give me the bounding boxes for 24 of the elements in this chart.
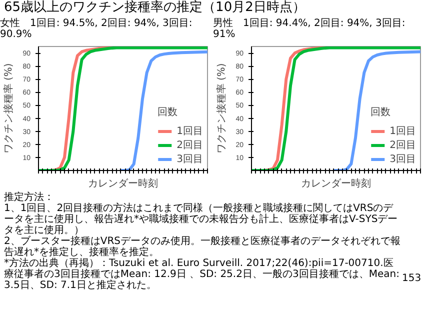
x-axis-title: カレンダー時刻: [88, 178, 158, 190]
text: *方法の出典（再掲）：Tsuzuki et al. Euro Surveill. 2017;22(46):pii=17-00710.医療従事者の3回目接種ではMean: 12.9日 、SD: 25.2日、一般の3回目接種では、Mean: 3.5日、SD: 7.1日と推定された。: [4, 258, 400, 291]
legend-label: 1回目: [176, 125, 203, 138]
y-axis-title: ワクチン接種率 (%): [216, 63, 228, 154]
line-series: [252, 46, 420, 170]
legend-label: 3回目: [390, 153, 416, 166]
line-series: [332, 50, 420, 170]
line-series: [38, 46, 208, 170]
text: 153: [402, 272, 422, 286]
legend-label: 1回目: [390, 125, 416, 138]
legend-label: 2回目: [390, 139, 416, 152]
y-axis-title: ワクチン接種率 (%): [2, 63, 15, 154]
text: 1、1回目、2回目接種の方法はこれまで同様（一般接種と職域接種に関してはVRSのデータを主に使用し、報告遅れ*や職域接種での未報告分も計上、医療従事者はV-SYSデータを主に使用。）: [4, 203, 398, 236]
legend-label: 2回目: [176, 139, 203, 152]
legend-label: 3回目: [176, 153, 203, 166]
text: 2、ブースター接種はVRSデータのみ使用。一般接種と医療従事者のデータそれぞれで報告遅れ*を推定し、接種率を推定。: [4, 236, 402, 258]
legend-title: 回数: [370, 106, 392, 119]
chart-subtitle: 女性 1回目: 94.5%, 2回目: 94%, 3回目: 90.9%: [0, 18, 194, 40]
chart-subtitle: 男性 1回目: 94.4%, 2回目: 94%, 3回目: 91%: [213, 18, 406, 40]
text: 推定方法：: [4, 192, 55, 203]
chart-title: 65歳以上のワクチン接種率の推定（10月2日時点）: [4, 0, 306, 16]
line-series: [119, 50, 208, 170]
legend-title: 回数: [158, 106, 179, 119]
x-axis-title: カレンダー時刻: [301, 178, 371, 190]
